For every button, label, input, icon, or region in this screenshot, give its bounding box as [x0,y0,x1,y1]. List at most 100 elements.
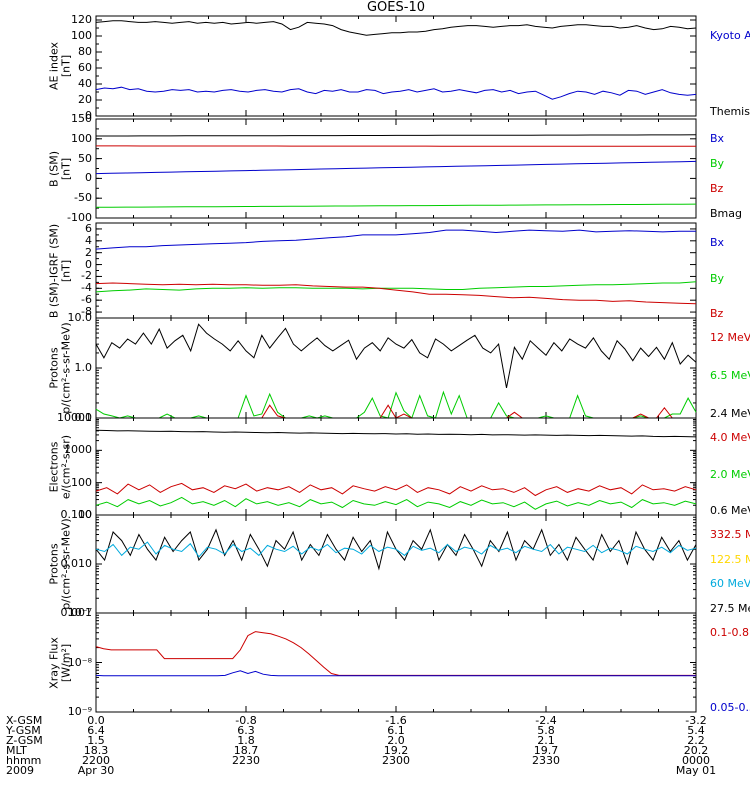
legend-ae-0: Kyoto AE [710,29,750,42]
ytick-label-bigrf: -4 [81,281,92,295]
bottom-axis-value: 2230 [232,754,260,767]
ytick-label-protons2: 0.100 [60,508,93,521]
ytick-label-bsm: -100 [67,211,92,224]
bottom-axis-value: 6.1 [387,724,405,737]
ytick-label-bigrf: -2 [81,269,92,283]
legend-protons1-0: 12 MeV [710,331,750,344]
bottom-axis-value: 19.7 [533,744,559,757]
ylabel-unit-ae: [nT] [59,54,73,78]
legend-protons1-1: 6.5 MeV [710,369,750,382]
series-electrons-4-0-mev [95,482,697,497]
series-bigrf-bx [95,229,696,250]
ytick-label-protons2: 0.010 [60,557,93,570]
ylabel-unit-xray: [W/m²] [59,643,73,682]
ylabel-unit-bigrf: [nT] [59,259,73,282]
series-protons2-60-mev [95,541,697,558]
ytick-label-protons1: 1.0 [74,361,93,374]
ylabel-ae: AE index [47,41,61,91]
legend-protons2-1: 122.5 MeV [710,552,750,566]
ytick-label-bsm: 0 [85,171,92,185]
ytick-label-bigrf: 0 [85,257,92,271]
ytick-label-ae: 40 [78,77,92,90]
panel-frame-bigrf [95,222,697,319]
series-bsm-bmag [96,134,697,137]
series-ae-kyoto-ae [95,20,697,36]
chart-title: GOES-10 [366,0,425,15]
panel-frame-bsm [95,118,697,219]
legend-xray-0: 0.1-0.8 nm [710,626,750,639]
bottom-axis-value: 18.7 [233,744,259,757]
ytick-label-ae: 20 [78,93,92,106]
bottom-row-label: X-GSM [6,714,43,727]
series-electrons-0-6-mev [95,429,697,438]
bottom-axis-value: 20.2 [683,744,709,757]
legend-bigrf-0: Bx [710,236,725,249]
bottom-axis-value: -1.6 [385,714,407,727]
ytick-label-bigrf: -6 [81,293,92,307]
ylabel-protons2: Protons [47,543,61,585]
ytick-label-electrons: 10 [78,508,92,521]
bottom-axis-value: 6.4 [87,724,105,737]
ylabel-unit-protons1: p/(cm²-s-sr-MeV) [59,322,73,414]
bottom-row-label: MLT [6,744,27,757]
ytick-label-bsm: 150 [71,112,92,125]
legend-bigrf-2: Bz [710,307,724,320]
ytick-label-electrons: 100 [71,475,92,489]
series-bigrf-by [95,281,697,293]
ylabel-xray: Xray Flux [47,636,61,689]
ylabel-unit-protons2: p/(cm²-s-sr-MeV) [59,518,73,610]
bottom-axis-value: 2.1 [537,734,555,747]
ylabel-protons1: Protons [47,347,61,389]
series-protons1-2-4-mev [95,323,697,388]
legend-xray-1: 0.05-0.3 nm [710,701,750,714]
ytick-label-xray: 10⁻⁸ [67,655,92,669]
bottom-axis-value: 2330 [532,754,560,767]
series-xray-0-05-0-3-nm [95,670,696,677]
ytick-label-ae: 60 [78,61,92,74]
series-bigrf-bz [95,282,697,305]
bottom-axis-value: 0000 [682,754,710,767]
bottom-axis-value: 1.8 [237,734,255,747]
series-xray-0-1-0-8-nm [95,631,696,676]
legend-electrons-2: 0.6 MeV [710,504,750,517]
legend-ae-1: Themis AE [710,105,750,118]
bottom-axis-value: 18.3 [83,744,109,757]
ytick-label-bsm: -50 [74,191,92,205]
bottom-axis-value: 2.0 [387,734,405,747]
ylabel-unit-electrons: e/(cm²-s-sr) [59,434,73,499]
legend-protons2-0: 332.5 MeV [710,528,750,541]
ytick-label-bigrf: -8 [81,305,92,319]
ytick-label-bsm: 50 [78,151,92,165]
legend-protons1-2: 2.4 MeV [710,407,750,420]
legend-bsm-0: Bx [710,132,725,145]
series-electrons-2-0-mev [95,496,697,510]
bottom-row-label: 2009 [6,764,34,777]
bottom-axis-value: 0.0 [87,714,105,727]
legend-bsm-2: Bz [710,182,724,195]
legend-electrons-0: 4.0 MeV [710,431,750,444]
legend-electrons-1: 2.0 MeV [710,467,750,481]
bottom-axis-value: 2.2 [687,734,705,747]
bottom-row-label: hhmm [6,754,42,767]
ytick-label-bigrf: 2 [85,245,92,259]
ytick-label-bigrf: 4 [85,233,92,247]
ytick-label-protons1: 10.0 [67,311,93,324]
ytick-label-bsm: 100 [71,131,92,145]
ytick-label-protons2: 0.001 [60,606,93,619]
legend-protons2-3: 27.5 MeV [710,602,750,615]
bottom-axis-value: 19.2 [383,744,409,757]
legend-bsm-3: Bmag [710,207,742,220]
panel-frame-xray [95,612,697,713]
bottom-axis-value: -2.4 [535,714,557,727]
bottom-row-label: Z-GSM [6,734,43,747]
ylabel-electrons: Electrons [47,441,61,492]
bottom-axis-value: -3.2 [685,714,707,727]
ytick-label-bigrf: 6 [85,221,92,235]
ylabel-unit-bsm: [nT] [59,157,73,180]
legend-bigrf-1: By [710,271,725,285]
bottom-axis-value: -0.8 [235,714,257,727]
panel-frame-ae [95,15,697,117]
series-bsm-by [95,203,697,208]
ytick-label-ae: 120 [71,13,92,26]
